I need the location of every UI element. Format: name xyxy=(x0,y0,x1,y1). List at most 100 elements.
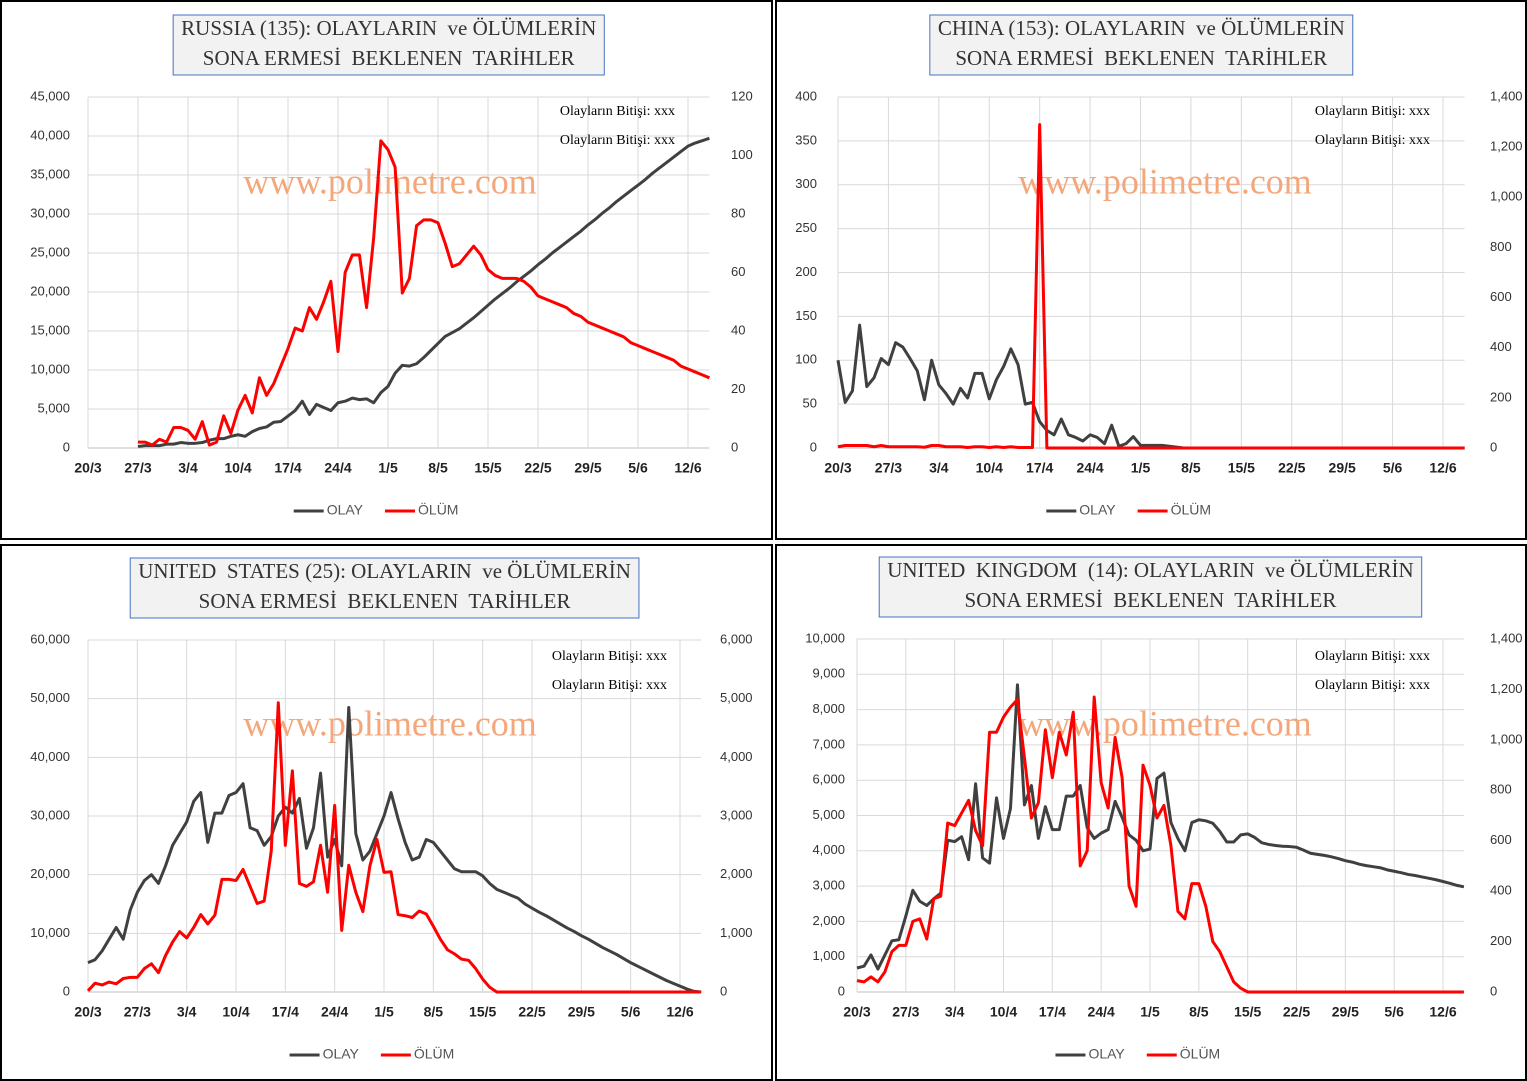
title-box xyxy=(929,14,1354,76)
chart-title: UNITED STATES (25): OLAYLARIN ve ÖLÜMLER… xyxy=(138,559,631,583)
watermark: www.polimetre.com xyxy=(243,161,537,201)
series-line xyxy=(137,136,710,448)
y2-tick-label: 1,000 xyxy=(1490,189,1523,204)
x-tick-label: 1/5 xyxy=(1131,460,1151,476)
annotation: Olayların Bitişi: xxx xyxy=(552,678,667,693)
annotation: Olayların Bitişi: xxx xyxy=(560,133,675,148)
y-tick-label: 9,000 xyxy=(812,666,845,681)
y-tick-label: 0 xyxy=(63,439,70,454)
y-tick-label: 20,000 xyxy=(30,283,70,298)
y2-tick-label: 800 xyxy=(1490,782,1512,797)
x-tick-label: 5/6 xyxy=(1384,1004,1404,1020)
y-tick-label: 45,000 xyxy=(30,88,70,103)
x-tick-label: 20/3 xyxy=(74,460,101,476)
y2-tick-label: 6,000 xyxy=(720,631,753,646)
y2-tick-label: 400 xyxy=(1490,339,1512,354)
legend-label: ÖLÜM xyxy=(1180,1045,1220,1062)
y2-tick-label: 0 xyxy=(1490,983,1497,998)
x-tick-label: 27/3 xyxy=(124,460,151,476)
x-tick-label: 1/5 xyxy=(1140,1004,1160,1020)
x-tick-label: 3/4 xyxy=(945,1004,965,1020)
x-tick-label: 8/5 xyxy=(424,1004,444,1020)
chart-title: SONA ERMESİ BEKLENEN TARİHLER xyxy=(955,46,1327,70)
x-tick-label: 20/3 xyxy=(74,1004,101,1020)
x-tick-label: 17/4 xyxy=(1026,460,1053,476)
y-tick-label: 15,000 xyxy=(30,322,70,337)
x-tick-label: 17/4 xyxy=(272,1004,299,1020)
x-tick-label: 5/6 xyxy=(628,460,648,476)
title-box xyxy=(129,557,640,619)
x-tick-label: 22/5 xyxy=(1278,460,1305,476)
y-tick-label: 60,000 xyxy=(30,631,70,646)
chart-title: SONA ERMESİ BEKLENEN TARİHLER xyxy=(965,588,1337,612)
series-line xyxy=(138,139,710,447)
chart-title: SONA ERMESİ BEKLENEN TARİHLER xyxy=(203,46,575,70)
y-tick-label: 10,000 xyxy=(805,630,845,645)
x-tick-label: 10/4 xyxy=(976,460,1003,476)
x-tick-label: 3/4 xyxy=(178,460,198,476)
y2-tick-label: 200 xyxy=(1490,389,1512,404)
watermark: www.polimetre.com xyxy=(243,703,537,743)
y-tick-label: 25,000 xyxy=(30,244,70,259)
annotation: Olayların Bitişi: xxx xyxy=(1315,104,1430,119)
x-tick-label: 17/4 xyxy=(1039,1004,1066,1020)
x-tick-label: 15/5 xyxy=(1228,460,1255,476)
legend-label: ÖLÜM xyxy=(414,1045,454,1062)
legend-label: OLAY xyxy=(323,1046,360,1062)
y2-tick-label: 5,000 xyxy=(720,690,753,705)
y-tick-label: 10,000 xyxy=(30,925,70,940)
y-tick-label: 350 xyxy=(795,132,817,147)
series-line xyxy=(86,701,702,994)
x-tick-label: 15/5 xyxy=(469,1004,496,1020)
y2-tick-label: 1,200 xyxy=(1490,139,1523,154)
x-tick-label: 27/3 xyxy=(124,1004,151,1020)
y-tick-label: 150 xyxy=(795,308,817,323)
x-tick-label: 1/5 xyxy=(378,460,398,476)
x-tick-label: 20/3 xyxy=(843,1004,870,1020)
y2-tick-label: 3,000 xyxy=(720,807,753,822)
y-tick-label: 0 xyxy=(838,983,845,998)
y2-tick-label: 1,200 xyxy=(1490,681,1523,696)
y-tick-label: 10,000 xyxy=(30,361,70,376)
y-tick-label: 5,000 xyxy=(812,807,845,822)
chart-panel: 0 50 100 150 200 250 300 350 400 0 200 400 600 800 1,0… xyxy=(795,14,1523,518)
y-tick-label: 7,000 xyxy=(812,736,845,751)
y-tick-label: 300 xyxy=(795,176,817,191)
annotation: Olayların Bitişi: xxx xyxy=(1315,678,1430,693)
y2-tick-label: 200 xyxy=(1490,933,1512,948)
chart-title: RUSSIA (135): OLAYLARIN ve ÖLÜMLERİN xyxy=(181,16,596,40)
chart-panel: 0 5,000 10,000 15,000 20,000 25,000 30,000 35,0… xyxy=(30,14,753,518)
chart-panel: 0 1,000 2,000 3,000 4,000 5,000 6,000 7,000 8,00… xyxy=(805,556,1523,1062)
x-tick-label: 22/5 xyxy=(524,460,551,476)
y2-tick-label: 60 xyxy=(731,264,745,279)
chart-title: CHINA (153): OLAYLARIN ve ÖLÜMLERİN xyxy=(938,16,1345,40)
x-tick-label: 15/5 xyxy=(1234,1004,1261,1020)
y2-tick-label: 2,000 xyxy=(720,866,753,881)
series-line xyxy=(856,695,1464,994)
x-tick-label: 8/5 xyxy=(428,460,448,476)
y2-tick-label: 4,000 xyxy=(720,749,753,764)
y2-tick-label: 20 xyxy=(731,381,745,396)
y-tick-label: 3,000 xyxy=(812,878,845,893)
panel-border xyxy=(0,544,773,1081)
legend-label: ÖLÜM xyxy=(1171,501,1211,518)
x-tick-label: 1/5 xyxy=(374,1004,394,1020)
legend-label: OLAY xyxy=(327,502,364,518)
watermark: www.polimetre.com xyxy=(1018,161,1312,201)
y-tick-label: 1,000 xyxy=(812,948,845,963)
y-tick-label: 5,000 xyxy=(37,400,70,415)
y-tick-label: 8,000 xyxy=(812,701,845,716)
x-tick-label: 24/4 xyxy=(1076,460,1103,476)
x-tick-label: 3/4 xyxy=(929,460,949,476)
x-tick-label: 22/5 xyxy=(1283,1004,1310,1020)
x-tick-label: 8/5 xyxy=(1189,1004,1209,1020)
y-tick-label: 35,000 xyxy=(30,166,70,181)
y2-tick-label: 1,400 xyxy=(1490,630,1523,645)
x-tick-label: 29/5 xyxy=(1332,1004,1359,1020)
y2-tick-label: 0 xyxy=(731,439,738,454)
y2-tick-label: 0 xyxy=(1490,439,1497,454)
y2-tick-label: 80 xyxy=(731,205,745,220)
x-tick-label: 3/4 xyxy=(177,1004,197,1020)
y2-tick-label: 800 xyxy=(1490,239,1512,254)
